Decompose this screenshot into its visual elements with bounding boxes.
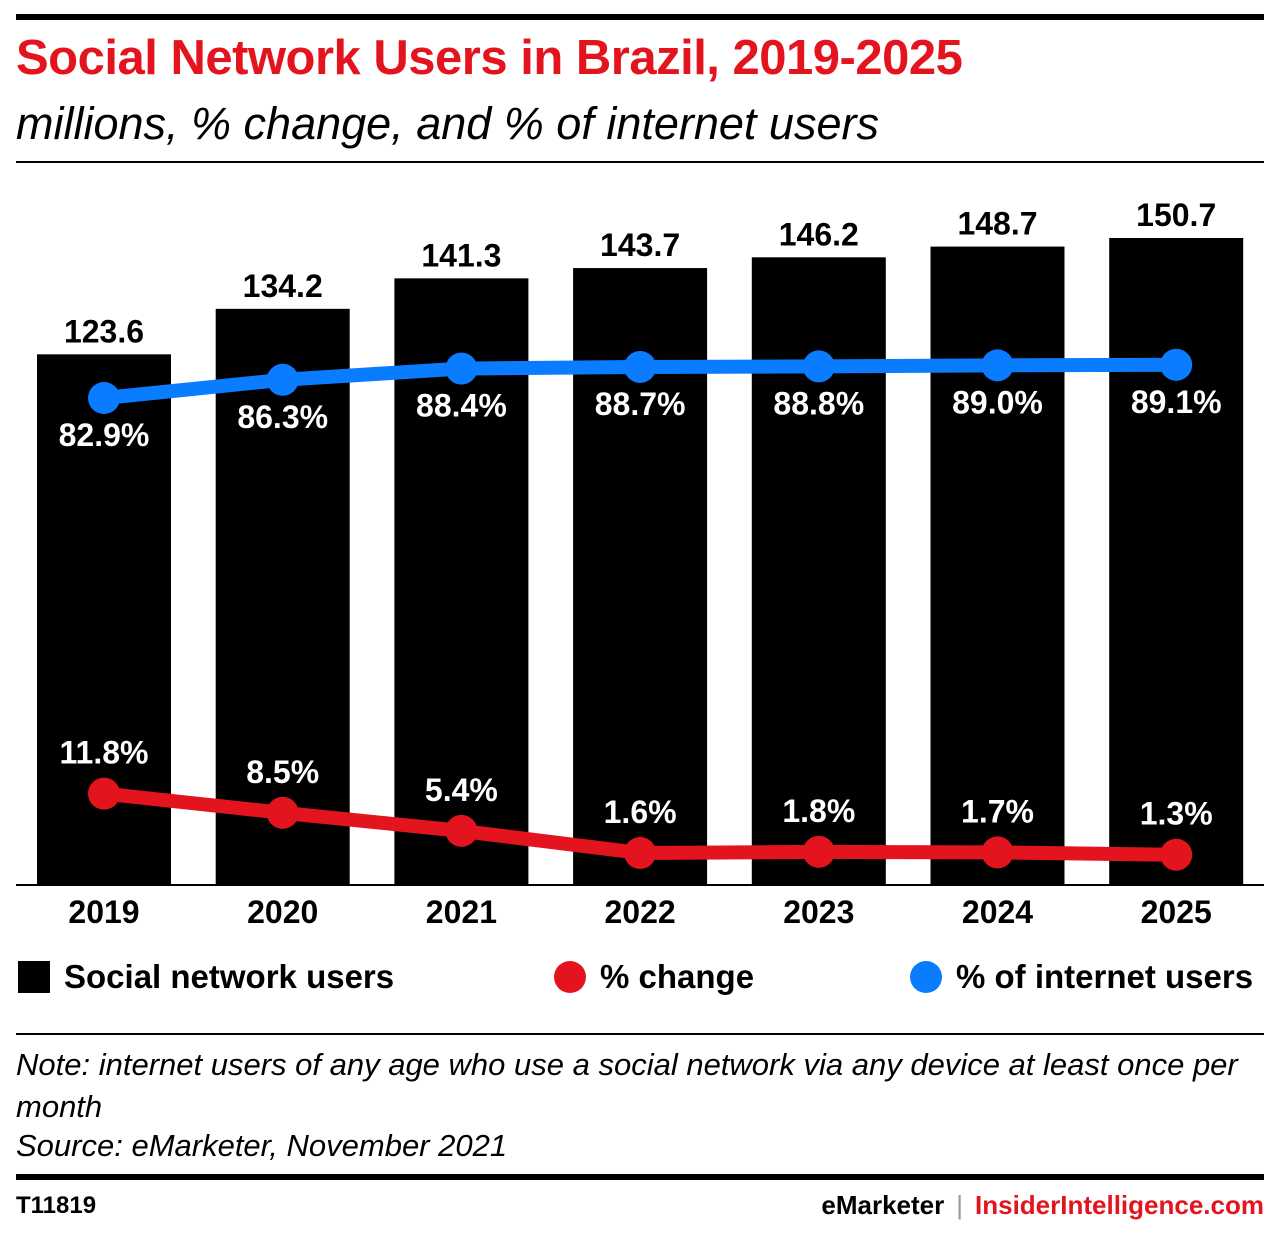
chart-subtitle: millions, % change, and % of internet us… (16, 98, 879, 149)
pct-internet-point-2019 (88, 382, 120, 414)
legend-bar-label: Social network users (64, 958, 395, 995)
x-tick-label-2019: 2019 (68, 894, 139, 930)
x-tick-label-2020: 2020 (247, 894, 318, 930)
pct-change-point-2020 (266, 796, 299, 829)
bar-2024 (930, 246, 1065, 885)
pct-change-point-2021 (445, 814, 478, 847)
legend-red-dot (554, 961, 586, 993)
brand: eMarketer | InsiderIntelligence.com (821, 1190, 1264, 1221)
pct-internet-point-2020 (266, 363, 299, 396)
bars-layer (16, 238, 1264, 886)
legend-blue-dot (910, 961, 942, 993)
bar-value-label-2019: 123.6 (64, 313, 144, 349)
chart-source: Source: eMarketer, November 2021 (16, 1128, 508, 1163)
pct-change-point-2023 (802, 835, 835, 868)
legend-pct-internet: % of internet users (910, 958, 1253, 996)
note-divider (16, 1033, 1264, 1035)
pct-change-label-2024: 1.7% (961, 793, 1034, 829)
pct-internet-point-2022 (624, 350, 657, 383)
legend-pct-change: % change (554, 958, 754, 996)
bar-value-label-2022: 143.7 (600, 227, 680, 263)
bar-2025 (1109, 238, 1244, 885)
pct-change-point-2025 (1160, 838, 1193, 871)
pct-change-label-2019: 11.8% (60, 735, 149, 771)
pct-internet-point-2023 (802, 350, 835, 383)
x-tick-label-2022: 2022 (605, 894, 676, 930)
legend-social-network-users: Social network users (18, 958, 394, 996)
x-tick-label-2025: 2025 (1141, 894, 1212, 930)
pct-change-point-2022 (624, 837, 657, 869)
x-tick-label-2023: 2023 (783, 894, 854, 930)
pct-change-point-2019 (88, 777, 120, 810)
chart-title: Social Network Users in Brazil, 2019-202… (16, 31, 963, 85)
bar-value-label-2024: 148.7 (957, 206, 1037, 242)
pct-internet-label-2020: 86.3% (237, 399, 328, 435)
chart-id: T11819 (16, 1192, 97, 1219)
brand-insider-intelligence: InsiderIntelligence.com (975, 1190, 1264, 1220)
bar-value-label-2021: 141.3 (421, 237, 501, 273)
brand-emarketer: eMarketer (821, 1190, 945, 1220)
bar-value-label-2023: 146.2 (779, 216, 859, 252)
chart-note: Note: internet users of any age who use … (16, 1047, 1238, 1124)
pct-change-label-2021: 5.4% (425, 772, 498, 808)
pct-internet-label-2021: 88.4% (416, 388, 507, 424)
pct-internet-label-2023: 88.8% (773, 385, 864, 421)
x-tick-label-2024: 2024 (962, 894, 1033, 930)
pct-internet-label-2019: 82.9% (59, 417, 150, 453)
pct-change-label-2022: 1.6% (604, 794, 677, 830)
chart-plot: 123.6 2019 134.2 2020 141.3 2021 143.7 2022 146.… (16, 197, 1264, 930)
brand-separator: | (956, 1190, 964, 1220)
pct-internet-point-2024 (981, 349, 1014, 382)
bottom-rule (16, 1174, 1264, 1180)
labels-layer: 123.6 2019 134.2 2020 141.3 2021 143.7 2022 146.… (59, 197, 1222, 930)
bar-value-label-2025: 150.7 (1136, 197, 1216, 233)
pct-internet-point-2025 (1160, 348, 1193, 381)
legend-pct-change-label: % change (600, 958, 755, 995)
pct-change-label-2020: 8.5% (246, 754, 319, 790)
pct-change-point-2024 (981, 836, 1014, 869)
pct-change-label-2023: 1.8% (782, 793, 855, 829)
pct-internet-label-2022: 88.7% (595, 386, 686, 422)
legend-bar-swatch (18, 961, 50, 993)
pct-internet-point-2021 (445, 352, 478, 385)
x-tick-label-2021: 2021 (426, 894, 497, 930)
pct-change-label-2025: 1.3% (1140, 796, 1213, 832)
legend-pct-internet-label: % of internet users (956, 958, 1254, 995)
header-divider (16, 161, 1264, 163)
top-rule (16, 14, 1264, 20)
bar-2020 (215, 308, 350, 885)
pct-internet-label-2024: 89.0% (952, 384, 1043, 420)
lines-layer (88, 348, 1193, 871)
bar-value-label-2020: 134.2 (243, 268, 323, 304)
pct-internet-label-2025: 89.1% (1131, 384, 1222, 420)
